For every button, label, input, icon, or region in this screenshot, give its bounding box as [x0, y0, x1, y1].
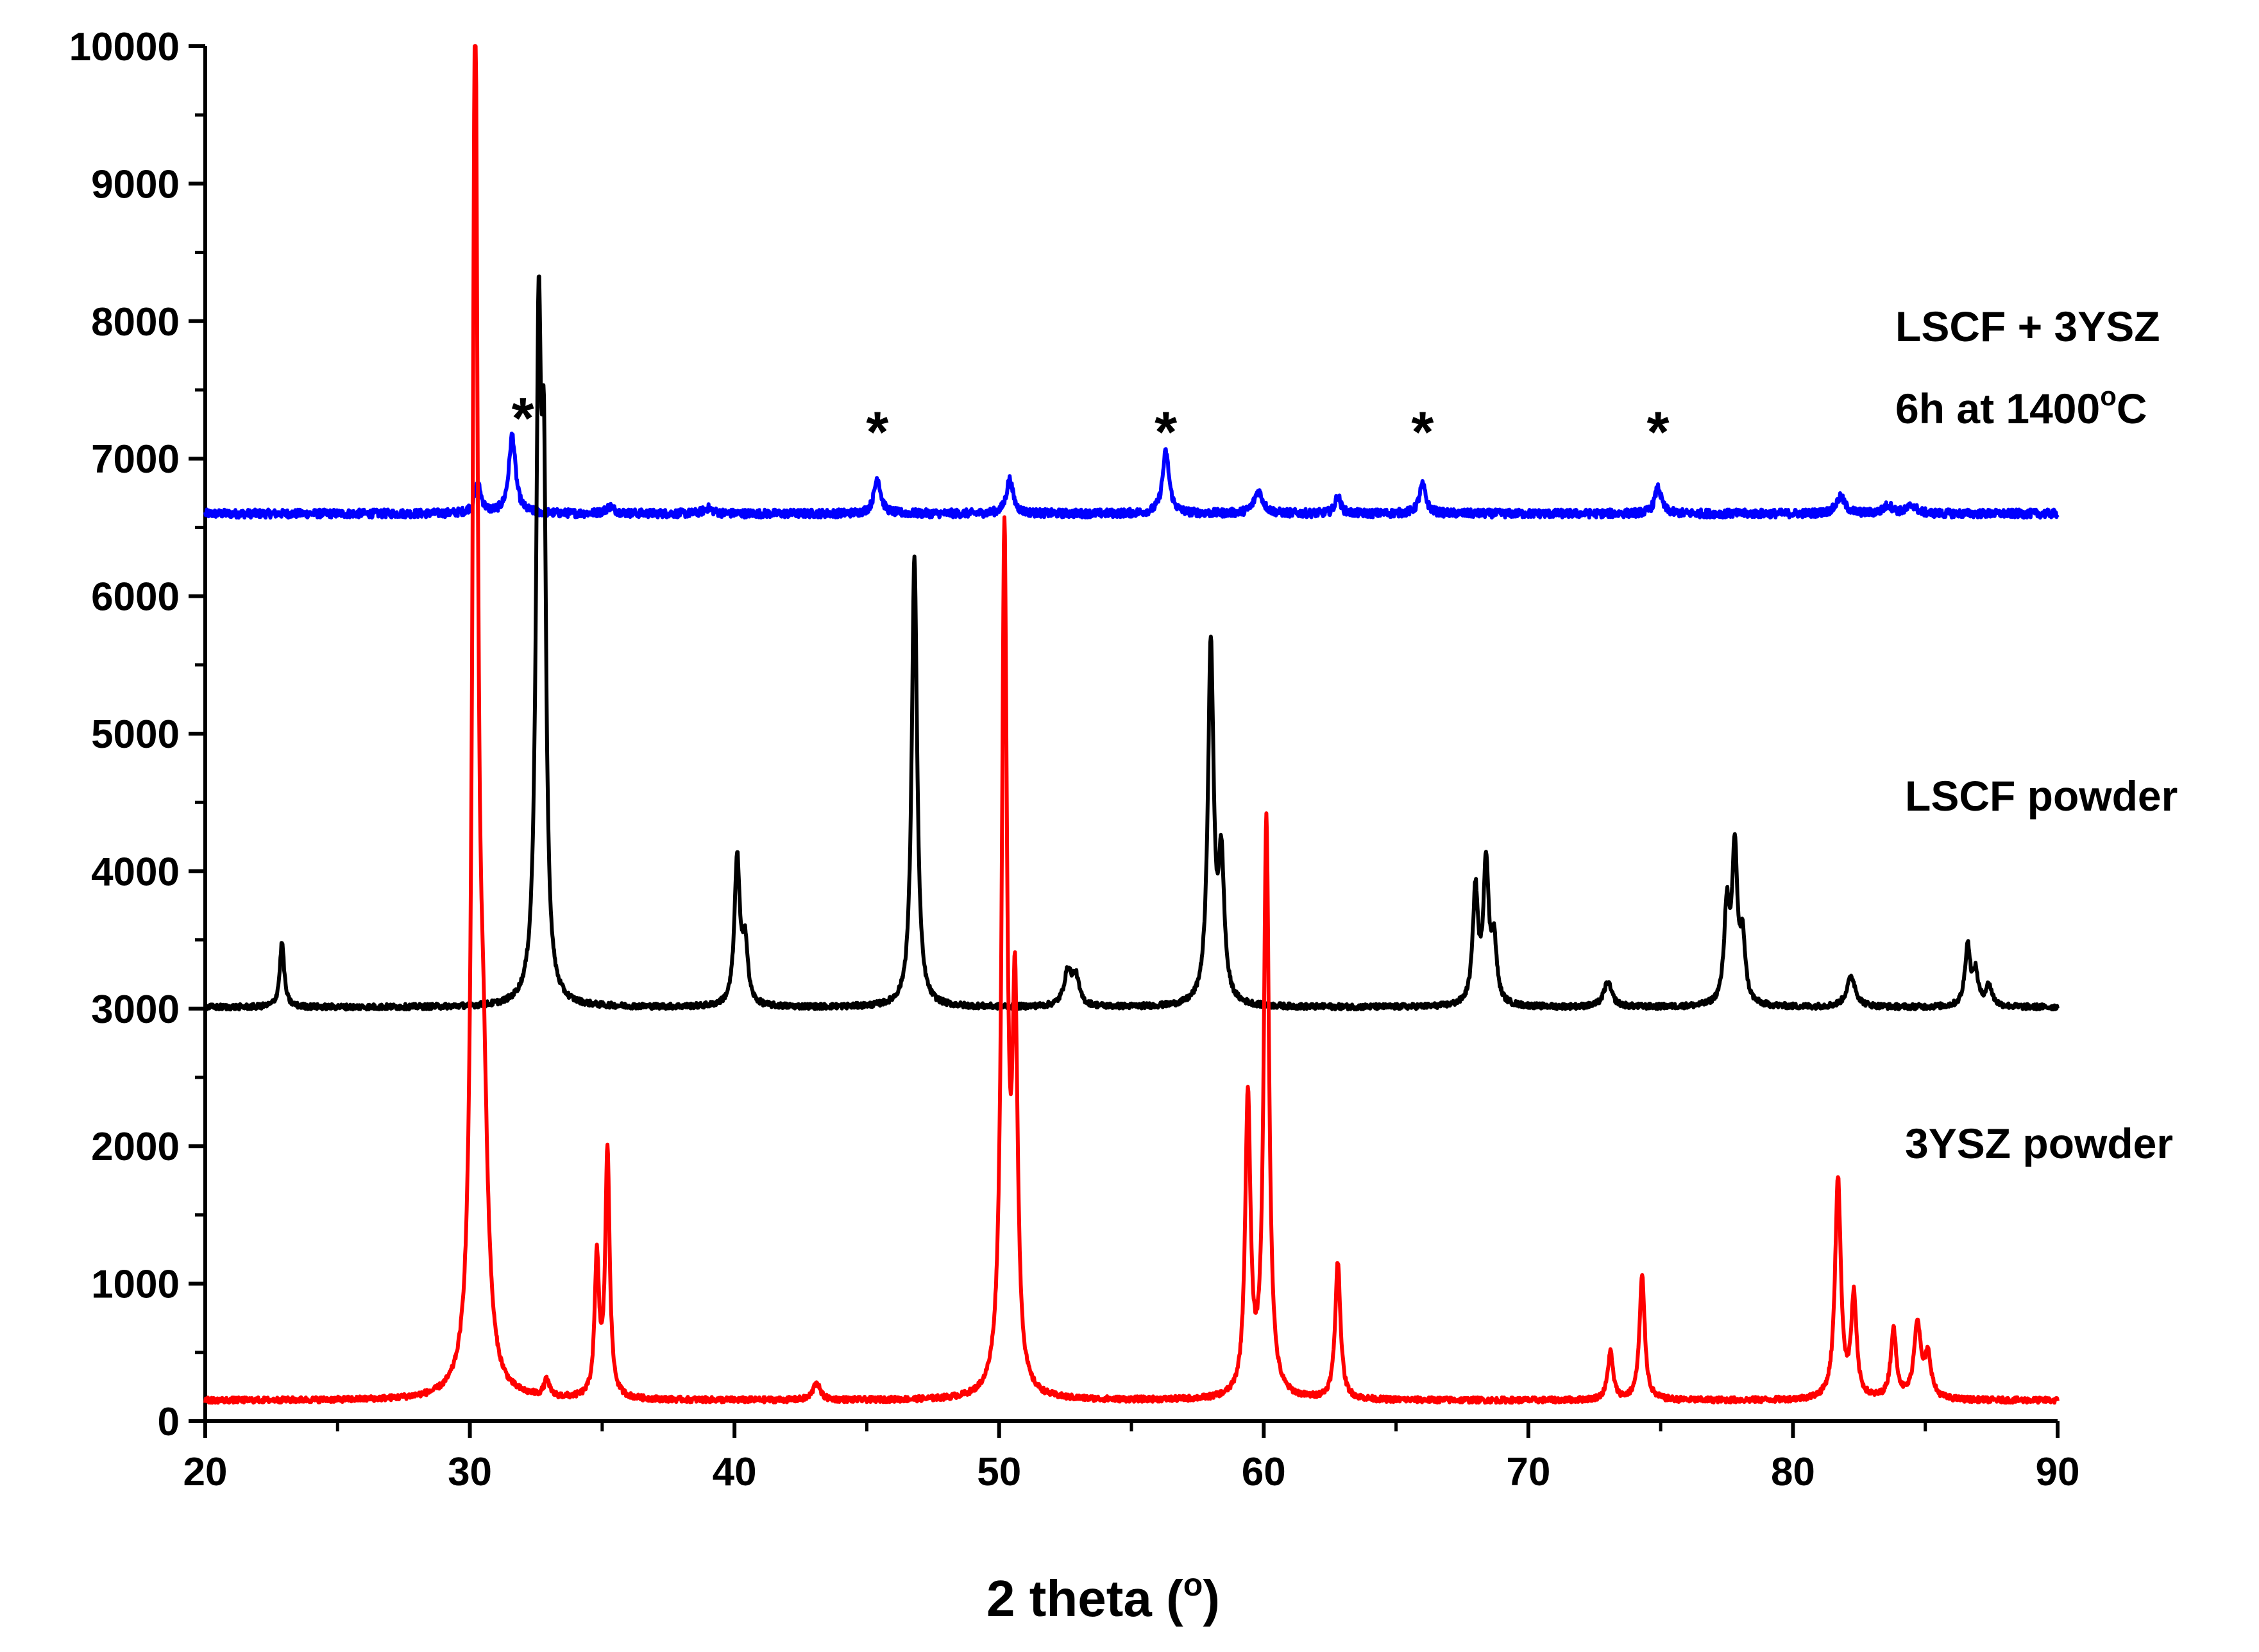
peak-star-marker: *: [1411, 400, 1434, 464]
lscf-3ysz-label-line1: LSCF + 3YSZ: [1895, 303, 2160, 350]
x-tick-label: 20: [183, 1450, 228, 1494]
axes: 0 1000 2000 3000 4000 5000 6000 7000 8000 9000 100…: [69, 25, 2080, 1494]
y-tick-label: 7000: [91, 437, 180, 482]
y-tick-label: 9000: [91, 162, 180, 206]
lscf-powder-label: LSCF powder: [1905, 772, 2178, 820]
y-tick-label: 5000: [91, 712, 180, 757]
y-tick-label: 8000: [91, 300, 180, 344]
lscf-3ysz-label-line2: 6h at 1400oC: [1895, 381, 2147, 432]
y-tick-label: 1000: [91, 1263, 180, 1307]
peak-star-marker: *: [866, 400, 888, 464]
peak-star-marker: *: [1647, 400, 1670, 464]
series-line: [203, 44, 2060, 1405]
series-group: [203, 44, 2060, 1405]
y-tick-label: 3000: [91, 988, 180, 1032]
x-tick-label: 40: [713, 1450, 757, 1494]
y-tick-label: 10000: [69, 25, 180, 69]
series-line: [203, 432, 2060, 520]
ysz-powder-label: 3YSZ powder: [1905, 1120, 2173, 1167]
x-tick-label: 70: [1506, 1450, 1550, 1494]
y-tick-label: 2000: [91, 1125, 180, 1169]
x-tick-label: 80: [1771, 1450, 1815, 1494]
x-tick-label: 60: [1242, 1450, 1286, 1494]
y-tick-label: 0: [158, 1400, 180, 1444]
x-tick-label: 90: [2036, 1450, 2080, 1494]
x-axis-title: 2 theta (o): [986, 1567, 1220, 1627]
y-tick-label: 6000: [91, 575, 180, 620]
peak-star-marker: *: [1155, 400, 1177, 464]
x-tick-label: 50: [977, 1450, 1021, 1494]
series-line: [203, 274, 2060, 1012]
x-tick-label: 30: [448, 1450, 492, 1494]
y-tick-label: 4000: [91, 850, 180, 894]
peak-markers: * * * * *: [512, 387, 1670, 464]
peak-star-marker: *: [512, 387, 534, 451]
annotations: LSCF + 3YSZ 6h at 1400oC LSCF powder 3YS…: [1895, 303, 2178, 1167]
